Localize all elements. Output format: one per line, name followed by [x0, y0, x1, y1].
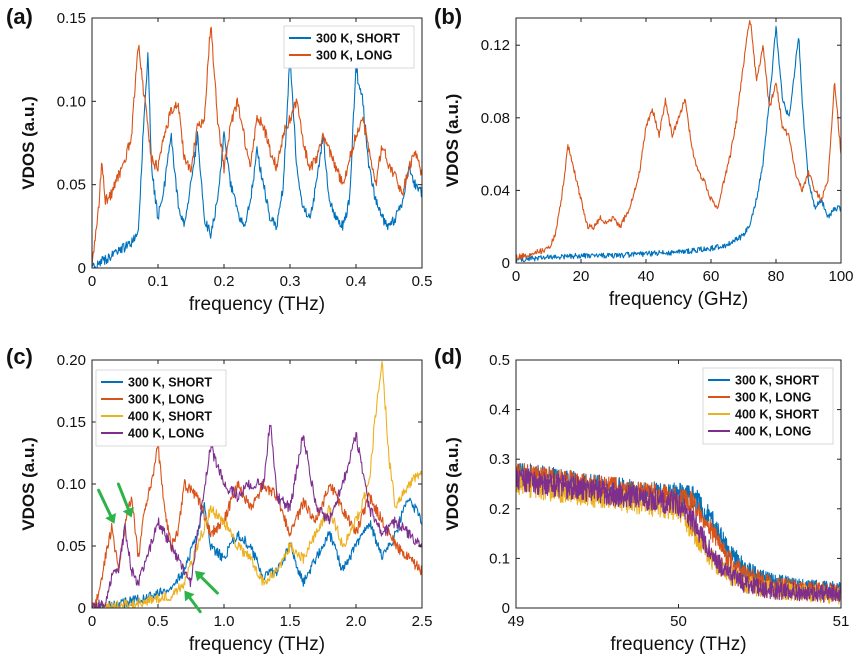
panel-d-series-400-k-long	[516, 467, 841, 603]
panel-a-label: (a)	[6, 4, 33, 29]
panel-a-xtick-label: 0.3	[280, 273, 301, 290]
panel-a-ytick-label: 0	[78, 260, 86, 277]
panel-d-traces	[516, 462, 841, 605]
panel-d: 49 50 51 0 0.1 0.2 0.3 0.4 0.5 frequency (THz) VDO…	[434, 344, 849, 655]
panel-b-ytick-label: 0.04	[481, 182, 510, 199]
panel-b-xtick-label: 0	[512, 268, 520, 285]
panel-a-legend-box	[283, 25, 415, 69]
panel-c-xtick-label: 1.0	[214, 613, 235, 630]
panel-a-ylabel: VDOS (a.u.)	[19, 96, 38, 190]
panel-c-series-300-k-short	[92, 497, 422, 608]
panel-b-ylabel: VDOS (a.u.)	[443, 94, 462, 188]
green-arrowhead-icon	[105, 513, 116, 524]
panel-d-xtick-label: 50	[670, 613, 687, 630]
panel-c-legend-label-400-k-long: 400 K, LONG	[128, 427, 204, 441]
panel-c-legend-label-300-k-long: 300 K, LONG	[128, 393, 204, 407]
panel-c-series-400-k-short	[92, 360, 422, 608]
panel-d-ytick-label: 0.1	[489, 550, 510, 567]
panel-c-ytick-label: 0	[78, 600, 86, 617]
panel-c-xlabel: frequency (THz)	[189, 634, 325, 655]
panel-d-ytick-label: 0.3	[489, 451, 510, 468]
panel-c-annotation-arrows	[97, 482, 219, 614]
panel-c-legend-label-400-k-short: 400 K, SHORT	[128, 410, 212, 424]
panel-a-ytick-label: 0.05	[57, 177, 86, 194]
panel-b-xtick-label: 80	[768, 268, 785, 285]
green-arrow-icon	[116, 482, 131, 512]
panel-c-legend: 300 K, SHORT 300 K, LONG 400 K, SHORT 400 K…	[95, 369, 227, 447]
panel-a-xtick-label: 0.1	[148, 273, 169, 290]
panel-c-traces	[92, 360, 422, 608]
panel-c-ytick-label: 0.05	[57, 538, 86, 555]
panel-d-ytick-label: 0.5	[489, 352, 510, 369]
panel-a-series-300-k-short	[92, 49, 422, 268]
panel-b-ytick-label: 0.08	[481, 110, 510, 127]
green-arrow-icon	[187, 595, 202, 614]
panel-b-xlabel: frequency (GHz)	[609, 289, 748, 310]
green-arrow-icon	[199, 574, 219, 595]
panel-c-legend-label-300-k-short: 300 K, SHORT	[128, 376, 212, 390]
panel-d-legend-label-300-k-short: 300 K, SHORT	[735, 374, 819, 388]
panel-c-xtick-label: 2.5	[412, 613, 433, 630]
panel-a-xtick-label: 0	[88, 273, 96, 290]
panel-b-series-long	[516, 19, 841, 260]
panel-d-legend-label-400-k-short: 400 K, SHORT	[735, 408, 819, 422]
panel-c-xtick-label: 0.5	[148, 613, 169, 630]
panel-c-ylabel: VDOS (a.u.)	[19, 437, 38, 531]
panel-d-ylabel: VDOS (a.u.)	[443, 437, 462, 531]
panel-c-ytick-label: 0.20	[57, 352, 86, 369]
panel-c-series-300-k-long	[92, 440, 422, 608]
panel-d-xtick-label: 49	[508, 613, 525, 630]
panel-a-xtick-label: 0.4	[346, 273, 367, 290]
panel-a-legend: 300 K, SHORT 300 K, LONG	[283, 25, 415, 69]
panel-a-xlabel: frequency (THz)	[189, 294, 325, 315]
panel-a-series-300-k-long	[92, 26, 422, 268]
panel-c: 0 0.5 1.0 1.5 2.0 2.5 0 0.05 0.10 0.15 0.20 frequen…	[6, 344, 432, 655]
panel-d-ytick-label: 0.2	[489, 501, 510, 518]
panel-b-ytick-label: 0	[502, 255, 510, 272]
panel-d-label: (d)	[434, 344, 462, 369]
panel-a-legend-label-300-k-short: 300 K, SHORT	[316, 32, 400, 46]
panel-c-label: (c)	[6, 344, 33, 369]
panel-a-frame	[91, 17, 423, 269]
green-arrowhead-icon	[184, 590, 195, 602]
panel-a-legend-label-300-k-long: 300 K, LONG	[316, 49, 392, 63]
panel-c-ytick-label: 0.10	[57, 476, 86, 493]
panel-a: 0 0.1 0.2 0.3 0.4 0.5 0 0.05 0.10 0.15 frequency (…	[6, 4, 432, 315]
panel-b-ytick-label: 0.12	[481, 37, 510, 54]
panel-c-xtick-label: 2.0	[346, 613, 367, 630]
panel-b-frame	[515, 17, 842, 264]
green-arrowhead-icon	[122, 506, 134, 518]
panel-a-ytick-label: 0.15	[57, 10, 86, 27]
green-arrow-icon	[97, 488, 113, 518]
panel-b-xtick-label: 20	[573, 268, 590, 285]
panel-b: 0 20 40 60 80 100 0 0.04 0.08 0.12 frequency (GHz)…	[434, 4, 854, 310]
panel-d-legend-label-300-k-long: 300 K, LONG	[735, 391, 811, 405]
panel-c-series-400-k-long	[92, 424, 422, 608]
panel-b-xtick-label: 100	[828, 268, 853, 285]
panel-b-series-short	[516, 25, 841, 263]
panel-d-xtick-label: 51	[833, 613, 850, 630]
panel-d-xlabel: frequency (THz)	[610, 634, 746, 655]
panel-b-xtick-label: 40	[638, 268, 655, 285]
panel-d-legend-label-400-k-long: 400 K, LONG	[735, 425, 811, 439]
panel-d-ytick-label: 0	[502, 600, 510, 617]
panel-b-xtick-label: 60	[703, 268, 720, 285]
panel-c-xtick-label: 0	[88, 613, 96, 630]
green-arrowhead-icon	[195, 570, 206, 582]
panel-c-ytick-label: 0.15	[57, 414, 86, 431]
panel-b-label: (b)	[434, 4, 462, 29]
panel-b-traces	[516, 19, 841, 263]
panel-a-ytick-label: 0.10	[57, 93, 86, 110]
panel-d-ytick-label: 0.4	[489, 402, 510, 419]
panel-d-legend: 300 K, SHORT 300 K, LONG 400 K, SHORT 400 K…	[702, 367, 834, 445]
panel-a-traces	[92, 26, 422, 268]
panel-a-xtick-label: 0.2	[214, 273, 235, 290]
panel-a-xtick-label: 0.5	[412, 273, 433, 290]
panel-c-xtick-label: 1.5	[280, 613, 301, 630]
